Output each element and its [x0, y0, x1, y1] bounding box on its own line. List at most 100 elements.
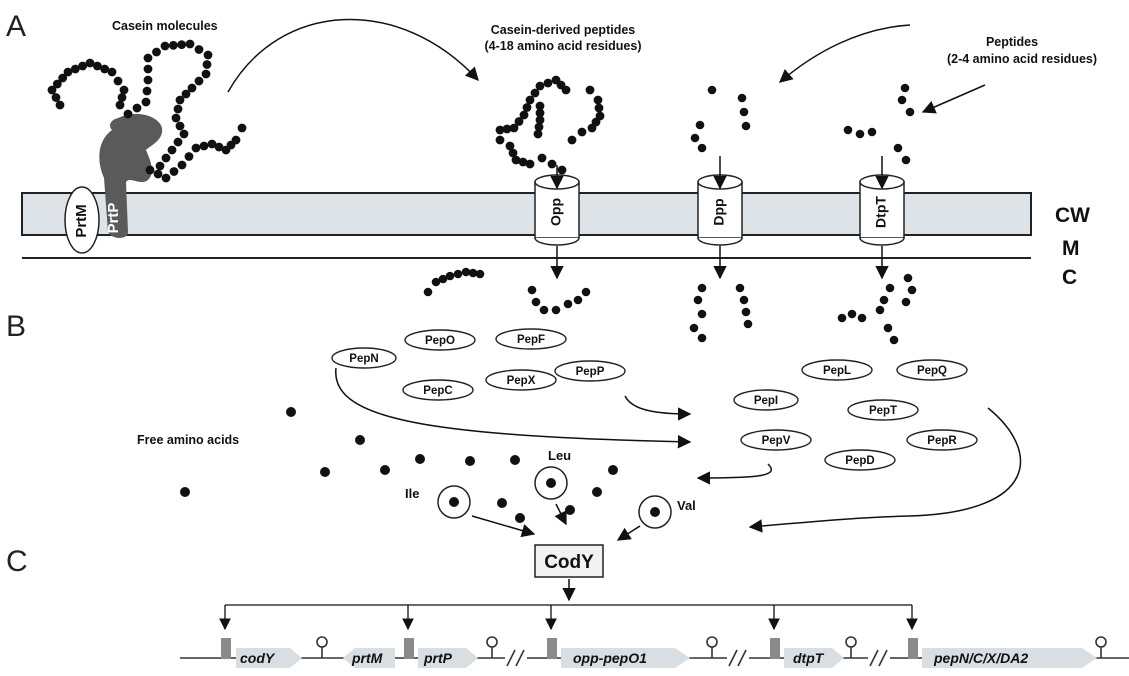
cyto-peptide-bead	[741, 307, 751, 317]
arrow-peptidases-to-cody	[748, 407, 1022, 533]
cyto-peptide-bead	[697, 309, 707, 319]
label-casein-peptides-line1: Casein-derived peptides	[491, 23, 636, 37]
peptidase-pepc: PepC	[402, 379, 474, 401]
peptidase-pepn: PepN	[331, 347, 397, 369]
label-free-amino-acids: Free amino acids	[137, 433, 239, 447]
label-peptides-line1: Peptides	[986, 35, 1038, 49]
casein-bead	[161, 173, 171, 183]
casein-bead	[201, 69, 211, 79]
terminator-1	[316, 636, 328, 658]
gene-label-prtm: prtM	[351, 650, 383, 666]
arrow-val-to-cody	[616, 525, 641, 541]
cyto-peptide-bead	[461, 267, 471, 277]
label-leu: Leu	[548, 448, 571, 463]
cyto-peptide-bead	[883, 323, 893, 333]
casein-bead	[161, 153, 171, 163]
short-peptide-bead	[900, 83, 910, 93]
casein-peptide-bead	[567, 135, 577, 145]
gene-arrow-opp	[561, 648, 690, 668]
pepi-label: PepI	[754, 395, 778, 407]
casein-bead	[185, 39, 195, 49]
free-amino-acid	[355, 435, 365, 445]
casein-bead	[58, 73, 68, 83]
casein-bead	[153, 169, 163, 179]
cyto-peptide-bead	[445, 271, 455, 281]
casein-peptide-bead	[535, 101, 545, 111]
short-peptide-bead	[707, 85, 717, 95]
prtp-protease: PrtP	[99, 113, 163, 238]
casein-bead	[194, 45, 204, 54]
cyto-peptide-bead	[697, 283, 707, 293]
casein-bead	[169, 167, 179, 176]
zone-label-c: C	[1062, 266, 1077, 289]
casein-bead	[199, 141, 209, 151]
casein-bead	[173, 104, 183, 114]
panel-letter-c: C	[6, 545, 28, 578]
gene-label-pepn: pepN/C/X/DA2	[933, 650, 1028, 666]
casein-peptide-bead	[502, 124, 512, 134]
promoter-pepn	[908, 638, 918, 659]
short-peptide-bead	[867, 127, 877, 137]
opp-label: Opp	[548, 198, 564, 226]
bcaa-val	[638, 495, 672, 529]
gene-arrow-cody	[236, 648, 302, 668]
cyto-peptide-bead	[885, 283, 895, 293]
cyto-peptide-bead	[551, 305, 561, 315]
casein-peptide-bead	[495, 125, 505, 135]
casein-peptide-bead	[543, 78, 553, 88]
casein-bead	[160, 41, 170, 51]
promoter-cody	[221, 638, 231, 659]
bcaa-ile	[437, 485, 471, 519]
free-amino-acid	[565, 505, 575, 515]
arrow-pepv	[696, 463, 773, 485]
short-peptide-bead	[901, 155, 911, 165]
casein-peptide-bead	[547, 159, 557, 169]
cody-label: CodY	[544, 552, 594, 573]
cyto-peptide-bead	[697, 333, 707, 343]
pepc-label: PepC	[423, 385, 452, 397]
casein-bead	[100, 64, 110, 74]
casein-peptide-bead	[587, 123, 597, 133]
casein-bead	[145, 165, 155, 175]
cyto-peptide-bead	[879, 295, 889, 305]
casein-bead	[85, 58, 95, 68]
casein-bead	[92, 61, 102, 71]
peptidase-pepp: PepP	[554, 360, 626, 382]
free-amino-acid	[320, 467, 330, 477]
cyto-peptide-bead	[857, 313, 867, 323]
casein-bead	[184, 152, 194, 161]
gene-label-dtpt: dtpT	[793, 650, 825, 666]
casein-peptide-bead	[495, 135, 505, 145]
pept-label: PepT	[869, 405, 897, 417]
casein-bead	[237, 123, 247, 133]
sequence-break-1	[505, 649, 527, 667]
casein-bead	[142, 86, 152, 96]
cyto-peptide-bead	[743, 319, 753, 329]
cody-box: CodY	[534, 544, 604, 578]
pepn-label: PepN	[349, 353, 378, 365]
casein-peptide-bead	[533, 129, 543, 139]
cyto-peptide-bead	[581, 287, 591, 297]
peptidase-pepv: PepV	[740, 429, 812, 451]
casein-peptide-bead	[537, 153, 547, 163]
casein-bead	[52, 79, 62, 89]
pepp-label: PepP	[576, 366, 605, 378]
panel-letter-b: B	[6, 310, 26, 343]
casein-peptide-bead	[535, 108, 545, 118]
casein-peptide-bead	[530, 88, 540, 98]
casein-bead	[132, 103, 142, 113]
casein-bead	[141, 97, 151, 107]
terminator-4	[845, 636, 857, 658]
casein-peptide-bead	[551, 75, 561, 85]
pepl-label: PepL	[823, 365, 851, 377]
short-peptide-bead	[695, 120, 705, 130]
free-amino-acid	[515, 513, 525, 523]
short-peptide-bead	[737, 93, 747, 103]
arrow-peptides-to-dtpt	[921, 84, 986, 114]
free-amino-acid	[592, 487, 602, 497]
prtm-lipoprotein: PrtM	[64, 186, 100, 254]
casein-bead	[191, 143, 201, 153]
cyto-peptide-bead	[573, 295, 583, 305]
casein-bead	[207, 139, 217, 149]
